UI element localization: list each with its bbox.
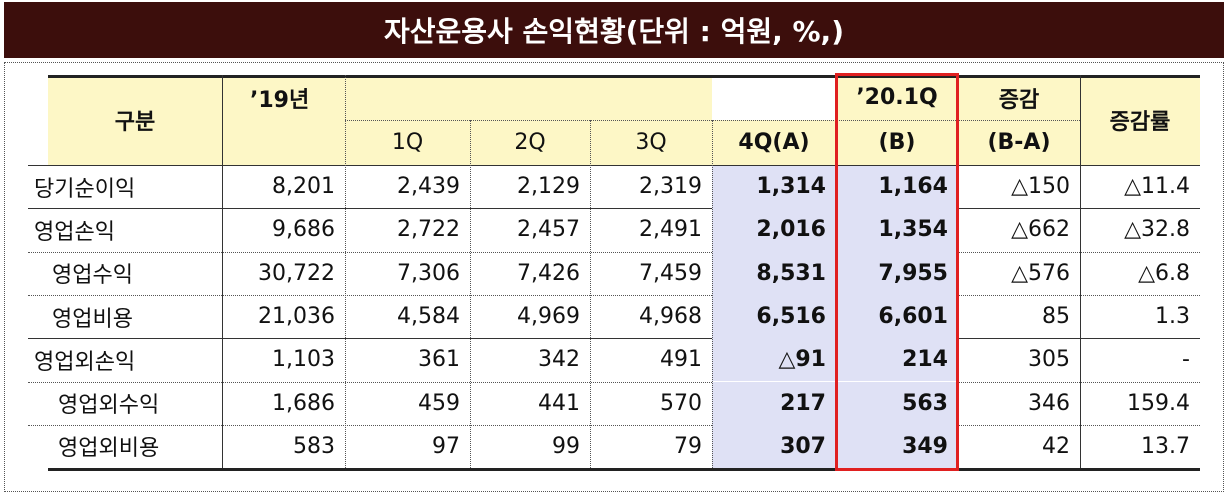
cell: △91: [712, 338, 836, 382]
cell: 13.7: [1141, 433, 1190, 459]
cell: 2,457: [517, 217, 580, 243]
row-line: [28, 294, 1200, 296]
header-cell: 증감: [958, 75, 1080, 120]
frame: [4, 62, 1224, 492]
cell: 6,601: [836, 294, 958, 339]
header-cell: 3Q: [590, 120, 712, 165]
cell: 217: [712, 381, 836, 425]
cell: 21,036: [258, 304, 335, 330]
cell: 361: [418, 347, 460, 373]
cell: 563: [836, 381, 958, 425]
cell: 2,129: [517, 174, 580, 200]
cell: 214: [836, 338, 958, 382]
header-line: [28, 165, 1200, 166]
header-cell: (B-A): [958, 120, 1080, 165]
cell: 570: [660, 390, 702, 416]
cell: 307: [712, 424, 836, 469]
cell: 2,439: [397, 174, 460, 200]
col-line: [590, 120, 591, 469]
cell: 349: [836, 424, 958, 469]
cell: 1,103: [272, 347, 335, 373]
cell: -: [1182, 347, 1190, 373]
header-cell: 4Q(A): [712, 120, 836, 165]
top-line: [48, 75, 1200, 78]
header-cell: (B): [836, 120, 958, 165]
cell: 42: [1042, 433, 1070, 459]
row-line: [28, 208, 1200, 210]
cell: 342: [538, 347, 580, 373]
cell: 97: [432, 433, 460, 459]
col-line: [345, 120, 346, 469]
cell: △32.8: [1124, 217, 1190, 243]
cell: 305: [1028, 347, 1070, 373]
cell: 2,319: [639, 174, 702, 200]
row-label: 당기순이익: [34, 176, 136, 202]
header-cell: 증감률: [1080, 75, 1200, 165]
cell: 1.3: [1155, 304, 1190, 330]
cell: 2,722: [397, 217, 460, 243]
row-line: [28, 424, 1200, 426]
cell: 8,201: [272, 174, 335, 200]
cell: 8,531: [712, 251, 836, 295]
row-line: [48, 468, 1200, 472]
col-line: [1080, 75, 1081, 469]
cell: 441: [538, 390, 580, 416]
cell: △662: [1011, 217, 1070, 243]
col-line: [222, 75, 223, 469]
row-label: 영업비용: [52, 306, 133, 332]
cell: 1,164: [836, 165, 958, 209]
col-line: [470, 120, 471, 469]
title: 자산운용사 손익현황(단위 : 억원, %,): [4, 2, 1224, 58]
cell: 7,306: [397, 260, 460, 286]
cell: 4,968: [639, 304, 702, 330]
cell: 459: [418, 390, 460, 416]
cell: 491: [660, 347, 702, 373]
row-line: [28, 381, 1200, 383]
cell: 4,584: [397, 304, 460, 330]
header-cell: 구분: [48, 75, 222, 165]
cell: 1,686: [272, 390, 335, 416]
cell: 7,459: [639, 260, 702, 286]
cell: △6.8: [1138, 260, 1190, 286]
row-label: 영업외수익: [58, 393, 160, 419]
cell: 1,314: [712, 165, 836, 209]
row-line: [28, 251, 1200, 253]
cell: 30,722: [258, 260, 335, 286]
cell: 159.4: [1127, 390, 1190, 416]
header-cell: 2Q: [470, 120, 590, 165]
col-line: [712, 120, 713, 469]
row-label: 영업손익: [34, 219, 115, 245]
row-label: 영업외비용: [58, 436, 160, 462]
header-cell: ’20.1Q: [836, 75, 958, 120]
cell: 2,491: [639, 217, 702, 243]
cell: △150: [1011, 174, 1070, 200]
row-line: [28, 338, 1200, 340]
cell: 6,516: [712, 294, 836, 339]
header-cell: [222, 120, 345, 165]
cell: 9,686: [272, 217, 335, 243]
cell: 85: [1042, 304, 1070, 330]
cell: 1,354: [836, 208, 958, 252]
highlight-box: [835, 73, 959, 472]
cell: 79: [674, 433, 702, 459]
cell: 346: [1028, 390, 1070, 416]
cell: △11.4: [1124, 174, 1190, 200]
cell: 4,969: [517, 304, 580, 330]
cell: 2,016: [712, 208, 836, 252]
row-label: 영업외손익: [34, 349, 136, 375]
cell: 7,955: [836, 251, 958, 295]
cell: 7,426: [517, 260, 580, 286]
cell: △576: [1011, 260, 1070, 286]
header-cell: 1Q: [345, 120, 470, 165]
cell: 583: [293, 433, 335, 459]
header-cell: ’19년: [222, 75, 712, 120]
row-label: 영업수익: [52, 263, 133, 289]
cell: 99: [552, 433, 580, 459]
